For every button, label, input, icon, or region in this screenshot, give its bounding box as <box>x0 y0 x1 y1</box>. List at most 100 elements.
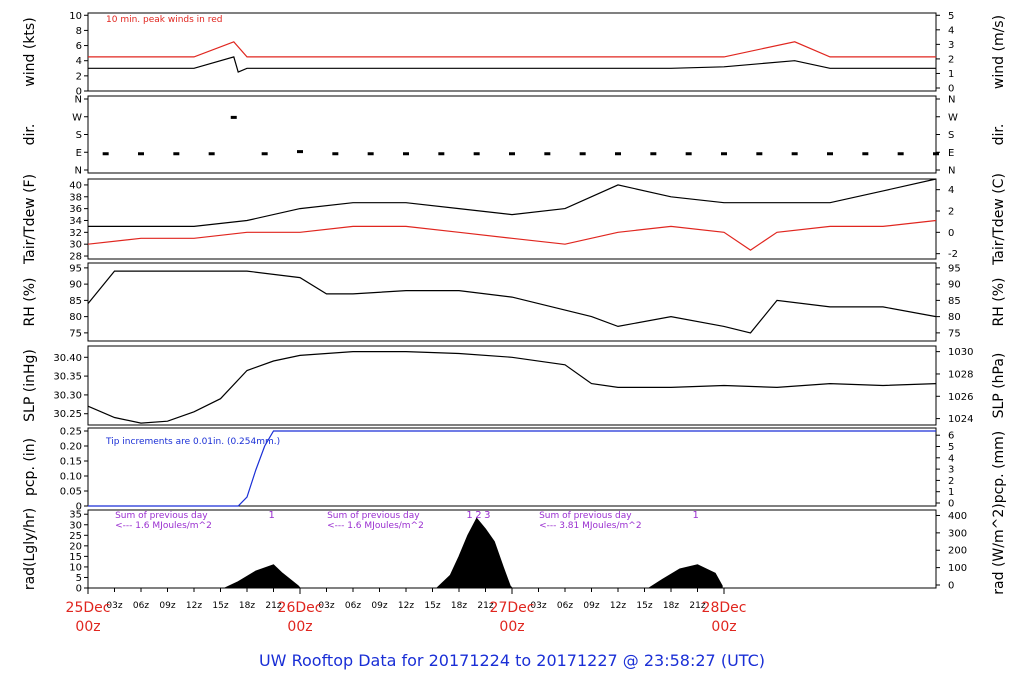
rh-ytick-label: 75 <box>69 328 82 339</box>
pcp-annotation: Tip increments are 0.01in. (0.254mm.) <box>105 437 280 447</box>
day-label: 28Dec <box>702 600 747 616</box>
figure-title: UW Rooftop Data for 20171224 to 20171227… <box>259 651 765 670</box>
rad-ytick-label: 15 <box>69 552 82 563</box>
pcp-ylabel-right: pcp. (mm) <box>991 431 1007 504</box>
slp-ytick-right-label: 1030 <box>948 347 973 358</box>
hour-tick-label: 15z <box>424 601 440 611</box>
wind-ytick-label: 10 <box>69 11 82 22</box>
rad-annotation: Sum of previous day <box>115 511 208 521</box>
slp-ytick-label: 30.35 <box>53 372 82 383</box>
dir-point <box>438 152 445 156</box>
temp-frame <box>87 178 937 260</box>
rad-peak-label: 1 <box>466 510 472 521</box>
hour-tick-label: 12z <box>186 601 202 611</box>
rh-ytick-label: 95 <box>69 263 82 274</box>
wind-ytick-label: 2 <box>76 71 82 82</box>
pcp-ytick-right-label: 6 <box>948 431 954 442</box>
dir-ytick-right-label: E <box>948 148 954 159</box>
hour-tick-label: 12z <box>610 601 626 611</box>
dir-point <box>791 152 798 156</box>
hour-tick-label: 09z <box>159 601 175 611</box>
day-hour-label: 00z <box>75 619 100 635</box>
hour-tick-label: 03z <box>530 601 546 611</box>
rad-ytick-label: 0 <box>76 584 82 595</box>
dir-ylabel-right: dir. <box>991 124 1007 146</box>
dir-ytick-right-label: W <box>948 112 958 123</box>
slp-ytick-label: 30.25 <box>53 409 82 420</box>
rad-annotation: <--- 3.81 MJoules/m^2 <box>539 521 641 531</box>
pcp-ytick-right-label: 5 <box>948 442 954 453</box>
temp-ylabel: Tair/Tdew (F) <box>22 174 38 265</box>
hour-tick-label: 09z <box>583 601 599 611</box>
dir-point <box>332 152 339 156</box>
rad-ytick-label: 30 <box>69 520 82 531</box>
rad-ytick-label: 35 <box>69 510 82 521</box>
temp-ytick-label: 30 <box>69 240 82 251</box>
hour-tick-label: 06z <box>345 601 361 611</box>
slp-ytick-label: 30.40 <box>53 353 82 364</box>
wind-ytick-label: 0 <box>76 87 82 98</box>
dir-ytick-right-label: N <box>948 95 955 106</box>
temp-ytick-label: 38 <box>69 192 82 203</box>
dir-point <box>827 152 833 156</box>
dir-point <box>173 152 180 156</box>
rad-ytick-right-label: 200 <box>948 546 967 557</box>
rh-ytick-right-label: 80 <box>948 312 961 323</box>
rh-ytick-label: 85 <box>69 296 82 307</box>
pcp-ytick-label: 0.25 <box>60 427 82 438</box>
dir-ytick-label: N <box>75 95 82 106</box>
rad-peak-label: 2 <box>475 510 481 521</box>
pcp-ytick-label: 0.20 <box>60 442 82 453</box>
dir-ytick-label: W <box>72 112 82 123</box>
wind-ytick-right-label: 4 <box>948 25 954 36</box>
hour-tick-label: 03z <box>106 601 122 611</box>
rad-annotation: Sum of previous day <box>327 511 420 521</box>
rad-ytick-right-label: 400 <box>948 511 967 522</box>
rh-ytick-right-label: 75 <box>948 328 961 339</box>
dir-frame <box>87 95 937 174</box>
rh-ytick-right-label: 90 <box>948 280 961 291</box>
dir-point <box>208 152 215 156</box>
hour-tick-label: 15z <box>636 601 652 611</box>
hour-tick-label: 03z <box>318 601 334 611</box>
panel-rh: 75 80 85 90 95 75 80 85 90 95 RH (%) RH (%) <box>22 262 1007 342</box>
rh-ytick-label: 90 <box>69 280 82 291</box>
dir-point <box>297 150 303 154</box>
dir-point <box>102 152 109 156</box>
panel-wind: 0 2 4 6 8 10 0 1 2 3 4 5 wind (kts) wind (m/s) 10 min.… <box>22 11 1007 98</box>
dir-point <box>756 152 763 156</box>
temp-line-series-1 <box>87 219 937 251</box>
pcp-ytick-label: 0.05 <box>60 487 82 498</box>
slp-ylabel: SLP (inHg) <box>22 349 38 422</box>
wind-line-series-1 <box>88 41 936 58</box>
rad-ytick-label: 10 <box>69 562 82 573</box>
rh-ylabel-right: RH (%) <box>991 278 1007 327</box>
pcp-ytick-right-label: 4 <box>948 453 954 464</box>
wind-ytick-label: 4 <box>76 56 82 67</box>
rh-ylabel: RH (%) <box>22 278 38 327</box>
hour-tick-label: 06z <box>133 601 149 611</box>
dir-ytick-label: N <box>75 166 82 177</box>
dir-point <box>509 152 515 156</box>
dir-point <box>230 115 237 119</box>
dir-point <box>473 152 480 156</box>
dir-point <box>138 152 144 156</box>
dir-point <box>897 152 904 156</box>
pcp-ytick-label: 0.15 <box>60 457 82 468</box>
rad-peak-label: 3 <box>484 510 490 521</box>
rad-peak-label: 1 <box>693 510 699 521</box>
hour-tick-label: 21z <box>689 601 705 611</box>
slp-ytick-label: 30.30 <box>53 390 82 401</box>
pcp-frame <box>87 427 937 507</box>
slp-ylabel-right: SLP (hPa) <box>991 353 1007 419</box>
temp-ytick-right-label: 2 <box>948 207 954 218</box>
dir-point <box>403 152 409 156</box>
pcp-ytick-right-label: 3 <box>948 465 954 476</box>
temp-ytick-label: 40 <box>69 180 82 191</box>
dir-ytick-label: E <box>76 148 82 159</box>
hour-tick-label: 09z <box>371 601 387 611</box>
rh-ytick-label: 80 <box>69 312 82 323</box>
